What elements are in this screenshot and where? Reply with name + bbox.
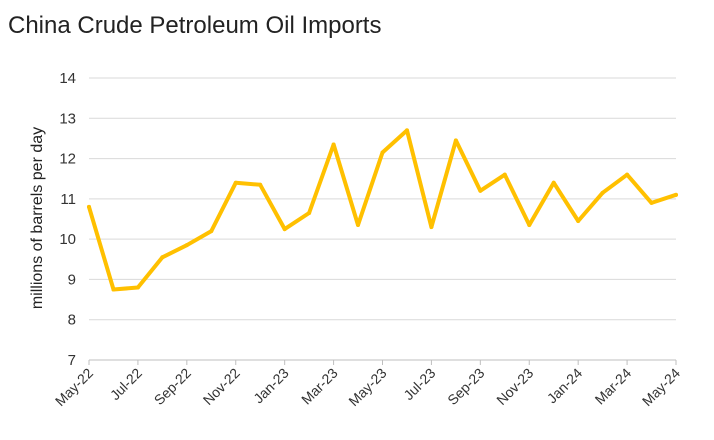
data-point	[551, 180, 556, 185]
y-axis-ticks: 7 8 9 10 11 12 13 14	[59, 70, 76, 369]
data-point	[478, 188, 483, 193]
y-axis-label: millions of barrels per day	[29, 127, 46, 309]
data-point	[625, 172, 630, 177]
data-point	[600, 190, 605, 195]
chart-title: China Crude Petroleum Oil Imports	[8, 12, 382, 39]
data-point	[404, 128, 409, 133]
data-point	[331, 142, 336, 147]
data-point	[576, 219, 581, 224]
y-tick-label: 10	[59, 231, 76, 248]
x-tick-label: Nov-23	[493, 365, 536, 408]
data-point	[209, 229, 214, 234]
x-tick-label: May-24	[639, 365, 683, 409]
y-tick-label: 11	[60, 191, 76, 208]
data-point	[453, 138, 458, 143]
x-axis	[88, 359, 677, 365]
y-tick-label: 12	[59, 151, 76, 168]
data-point	[674, 192, 678, 197]
y-tick-label: 9	[68, 271, 76, 288]
gridlines	[89, 77, 676, 321]
x-tick-label: Mar-23	[298, 365, 341, 408]
x-tick-label: Jan-24	[544, 365, 586, 407]
data-point	[282, 227, 287, 232]
data-point	[160, 255, 165, 260]
data-point	[87, 204, 91, 209]
x-tick-label: May-23	[345, 365, 389, 409]
data-point	[429, 225, 434, 230]
x-tick-label: Mar-24	[592, 365, 635, 408]
data-point	[233, 180, 238, 185]
y-tick-label: 13	[59, 110, 76, 127]
data-point	[356, 223, 361, 228]
x-tick-label: Jan-23	[250, 365, 292, 407]
x-tick-label: Jul-22	[107, 365, 145, 403]
data-point	[135, 285, 140, 290]
data-point	[258, 182, 263, 187]
x-tick-label: Nov-22	[200, 365, 243, 408]
data-point	[184, 243, 189, 248]
data-point	[380, 150, 385, 155]
x-axis-ticks: May-22 Jul-22 Sep-22 Nov-22 Jan-23 Mar-23 May-…	[52, 365, 683, 409]
data-point	[111, 287, 116, 292]
data-point	[307, 210, 312, 215]
x-tick-label: Jul-23	[400, 365, 438, 403]
x-tick-label: May-22	[52, 365, 96, 409]
y-tick-label: 8	[68, 312, 76, 329]
y-tick-label: 14	[59, 70, 76, 87]
data-point	[502, 172, 507, 177]
y-tick-label: 7	[68, 352, 76, 369]
x-tick-label: Sep-23	[444, 365, 487, 408]
data-point	[527, 223, 532, 228]
series-group	[87, 128, 678, 292]
data-point	[649, 200, 654, 205]
x-tick-label: Sep-22	[151, 365, 194, 408]
